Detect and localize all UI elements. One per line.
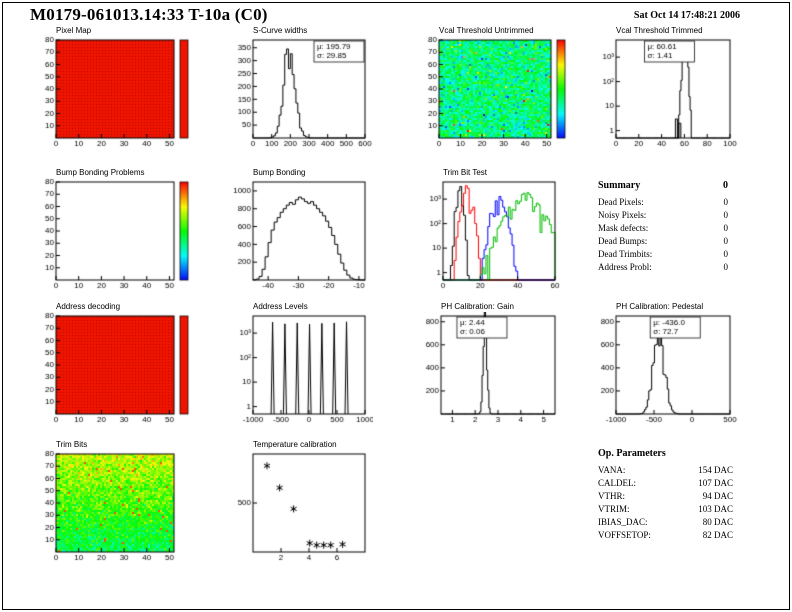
op-param-value: 154 DAC	[698, 465, 733, 475]
op-param-row-vtrim: VTRIM: 103 DAC	[598, 503, 733, 516]
chart-title-bump-bonding: Bump Bonding	[253, 168, 306, 177]
summary-label: Dead Bumps:	[598, 236, 648, 246]
bump-bonding-chart	[233, 178, 373, 292]
op-param-label: VOFFSETOP:	[598, 530, 651, 540]
summary-label: Mask defects:	[598, 223, 649, 233]
temperature-calibration-chart	[233, 450, 373, 564]
op-param-label: CALDEL:	[598, 478, 636, 488]
op-param-row-vthr: VTHR: 94 DAC	[598, 490, 733, 503]
panel-temperature-calibration: Temperature calibration	[233, 440, 373, 564]
op-param-label: VTHR:	[598, 491, 625, 501]
vcal-trimmed-chart	[598, 36, 738, 150]
trim-bit-test-chart	[423, 178, 563, 292]
op-param-value: 94 DAC	[702, 491, 733, 501]
panel-s-curve-widths: S-Curve widths	[233, 26, 373, 150]
trim-bits-chart	[40, 450, 198, 564]
summary-value: 0	[723, 197, 729, 207]
summary-block: Summary 0 Dead Pixels: 0 Noisy Pixels: 0 M…	[598, 180, 728, 274]
summary-row-dead-trimbits: Dead Trimbits: 0	[598, 248, 728, 261]
chart-title-vcal-untrimmed: Vcal Threshold Untrimmed	[439, 26, 534, 35]
op-param-row-ibias: IBIAS_DAC: 80 DAC	[598, 516, 733, 529]
summary-row-dead-bumps: Dead Bumps: 0	[598, 235, 728, 248]
summary-label: Address Probl:	[598, 262, 652, 272]
summary-row-mask-defects: Mask defects: 0	[598, 222, 728, 235]
summary-row-dead-pixels: Dead Pixels: 0	[598, 196, 728, 209]
chart-title-vcal-trimmed: Vcal Threshold Trimmed	[616, 26, 703, 35]
summary-value: 0	[723, 262, 729, 272]
chart-title-trim-bits: Trim Bits	[56, 440, 88, 449]
op-parameters-header: Op. Parameters	[598, 448, 733, 459]
op-param-label: VANA:	[598, 465, 626, 475]
chart-title-ph-pedestal: PH Calibration: Pedestal	[616, 302, 704, 311]
summary-value: 0	[723, 249, 729, 259]
chart-title-temperature-calibration: Temperature calibration	[253, 440, 337, 449]
chart-title-address-decoding: Address decoding	[56, 302, 121, 311]
chart-title-address-levels: Address Levels	[253, 302, 308, 311]
op-parameters-heading: Op. Parameters	[598, 448, 666, 459]
panel-vcal-trimmed: Vcal Threshold Trimmed	[598, 26, 738, 150]
panel-address-decoding: Address decoding	[40, 302, 198, 426]
op-param-value: 80 DAC	[702, 517, 733, 527]
op-param-row-caldel: CALDEL: 107 DAC	[598, 477, 733, 490]
panel-vcal-untrimmed: Vcal Threshold Untrimmed	[423, 26, 583, 150]
op-param-value: 107 DAC	[698, 478, 733, 488]
panel-address-levels: Address Levels	[233, 302, 373, 426]
panel-pixel-map: Pixel Map	[40, 26, 198, 150]
panel-trim-bit-test: Trim Bit Test	[423, 168, 563, 292]
pixel-map-chart	[40, 36, 198, 150]
chart-title-pixel-map: Pixel Map	[56, 26, 92, 35]
summary-row-address-probl: Address Probl: 0	[598, 261, 728, 274]
summary-total: 0	[723, 180, 728, 191]
chart-title-s-curve-widths: S-Curve widths	[253, 26, 308, 35]
summary-label: Noisy Pixels:	[598, 210, 647, 220]
summary-value: 0	[723, 223, 729, 233]
ph-gain-chart	[423, 312, 563, 426]
address-levels-chart	[233, 312, 373, 426]
chart-title-trim-bit-test: Trim Bit Test	[443, 168, 488, 177]
op-param-label: IBIAS_DAC:	[598, 517, 648, 527]
op-param-label: VTRIM:	[598, 504, 630, 514]
panel-bump-bonding-problems: Bump Bonding Problems	[40, 168, 198, 292]
summary-label: Dead Trimbits:	[598, 249, 653, 259]
s-curve-widths-chart	[233, 36, 373, 150]
vcal-untrimmed-chart	[423, 36, 583, 150]
panel-bump-bonding: Bump Bonding	[233, 168, 373, 292]
op-param-row-voffsetop: VOFFSETOP: 82 DAC	[598, 529, 733, 542]
summary-value: 0	[723, 236, 729, 246]
summary-value: 0	[723, 210, 729, 220]
test-timestamp: Sat Oct 14 17:48:21 2006	[633, 10, 740, 21]
address-decoding-chart	[40, 312, 198, 426]
summary-label: Dead Pixels:	[598, 197, 644, 207]
panel-ph-gain: PH Calibration: Gain	[423, 302, 563, 426]
chart-title-ph-gain: PH Calibration: Gain	[441, 302, 514, 311]
op-param-value: 103 DAC	[698, 504, 733, 514]
op-param-value: 82 DAC	[702, 530, 733, 540]
panel-ph-pedestal: PH Calibration: Pedestal	[598, 302, 738, 426]
panel-trim-bits: Trim Bits	[40, 440, 198, 564]
op-parameters-block: Op. Parameters VANA: 154 DAC CALDEL: 107 D…	[598, 448, 733, 542]
summary-header: Summary 0	[598, 180, 728, 191]
summary-row-noisy-pixels: Noisy Pixels: 0	[598, 209, 728, 222]
chart-title-bump-bonding-problems: Bump Bonding Problems	[56, 168, 145, 177]
bump-bonding-problems-chart	[40, 178, 198, 292]
ph-pedestal-chart	[598, 312, 738, 426]
op-param-row-vana: VANA: 154 DAC	[598, 464, 733, 477]
summary-heading: Summary	[598, 180, 641, 191]
page-title: M0179-061013.14:33 T-10a (C0)	[30, 5, 268, 24]
